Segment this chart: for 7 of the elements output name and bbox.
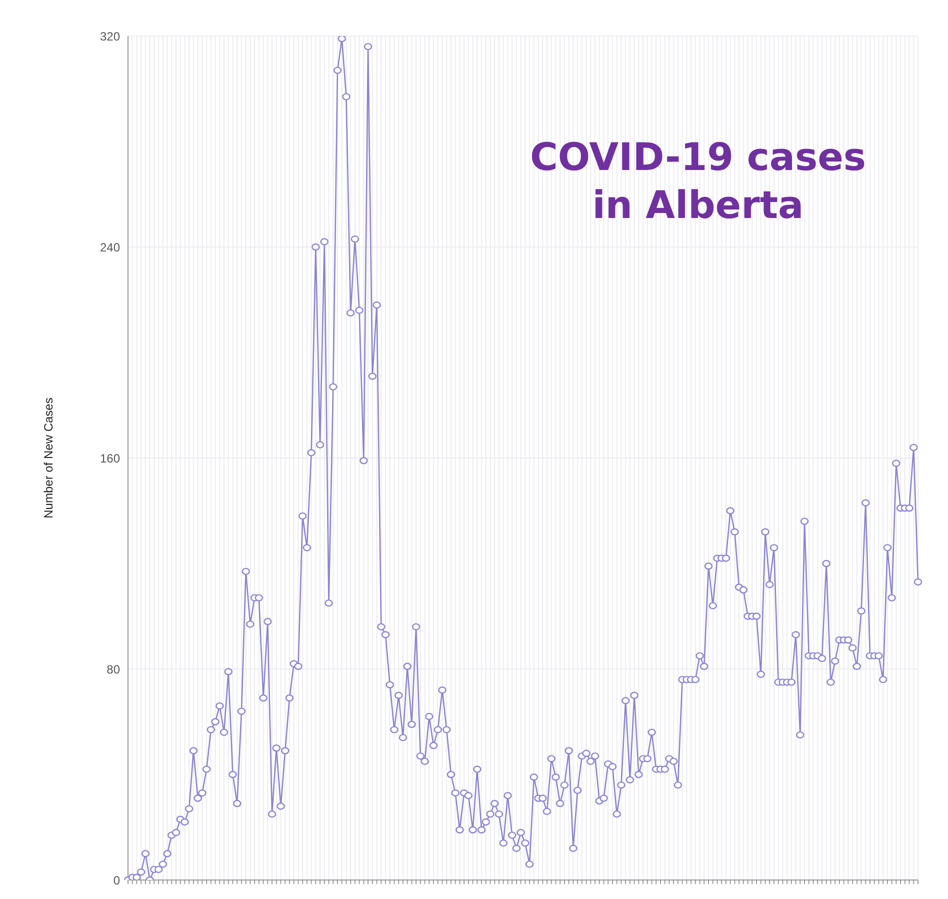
y-tick-label: 0 — [113, 873, 120, 888]
y-tick-label: 320 — [100, 29, 120, 44]
text: COVID-19 cases in Alberta — [528, 134, 868, 229]
y-axis-title: Number of New Cases — [41, 398, 56, 518]
y-tick-label: 80 — [106, 662, 120, 676]
y-tick-label: 160 — [100, 451, 120, 466]
y-tick-label: 240 — [100, 240, 120, 254]
